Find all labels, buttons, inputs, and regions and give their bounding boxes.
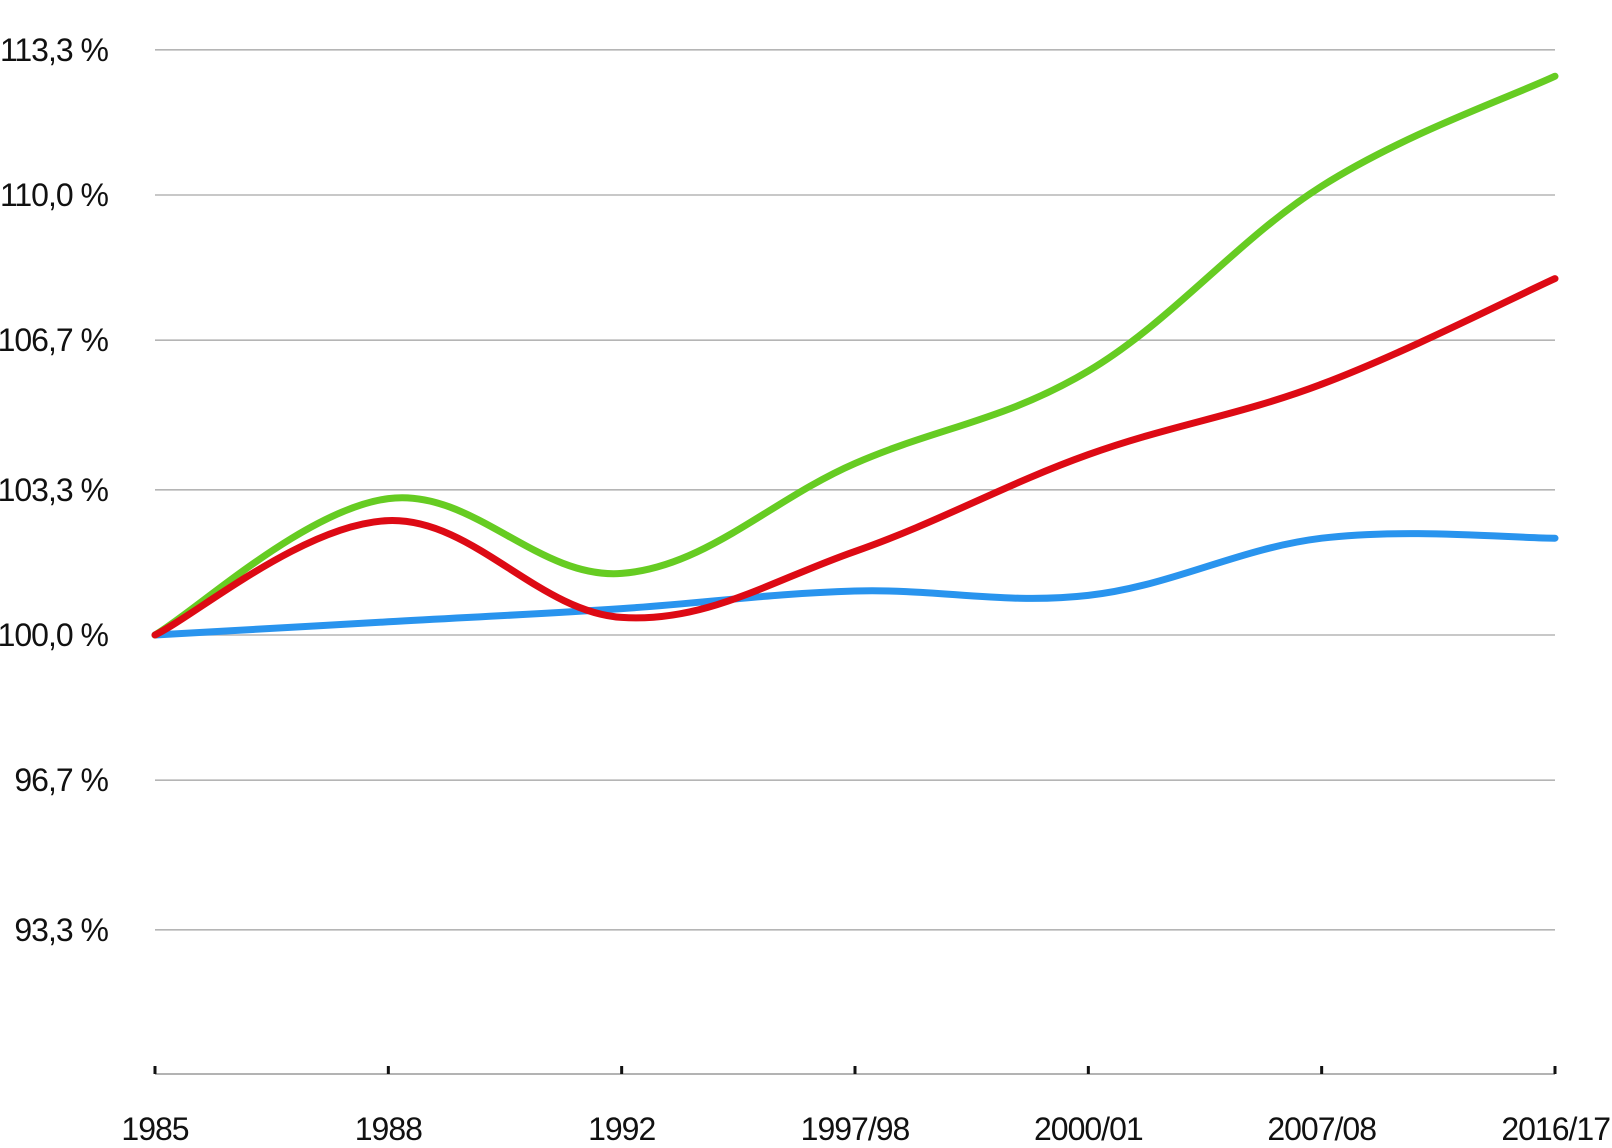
- gridlines: [155, 48, 1555, 931]
- x-tick-label: 2016/17: [1501, 1111, 1610, 1147]
- y-tick-label: 110,0 %: [0, 177, 109, 213]
- series-line-1: [151, 72, 1559, 639]
- y-tick-label: 93,3 %: [14, 912, 108, 948]
- x-tick-label: 1997/98: [801, 1111, 910, 1147]
- y-tick-label: 103,3 %: [0, 472, 109, 508]
- x-tick-labels: 1985 1988 1992 1997/98 2000/01 2007/08 2016/17: [121, 1111, 1611, 1147]
- x-tick-label: 2007/08: [1267, 1111, 1376, 1147]
- series-line-3: [151, 530, 1559, 639]
- y-tick-label: 106,7 %: [0, 322, 109, 358]
- series-lines: [151, 72, 1559, 639]
- x-axis: [153, 1066, 1557, 1075]
- y-tick-label: 96,7 %: [14, 762, 108, 798]
- y-tick-label: 100,0 %: [0, 617, 109, 653]
- x-tick-label: 1992: [588, 1111, 655, 1147]
- y-tick-label: 113,3 %: [0, 32, 109, 68]
- x-tick-label: 1985: [121, 1111, 188, 1147]
- y-tick-labels: 93,3 % 96,7 % 100,0 % 103,3 % 106,7 % 110,0 %…: [0, 32, 110, 948]
- x-tick-label: 1988: [355, 1111, 422, 1147]
- series-line-2: [151, 275, 1559, 639]
- x-tick-label: 2000/01: [1034, 1111, 1143, 1147]
